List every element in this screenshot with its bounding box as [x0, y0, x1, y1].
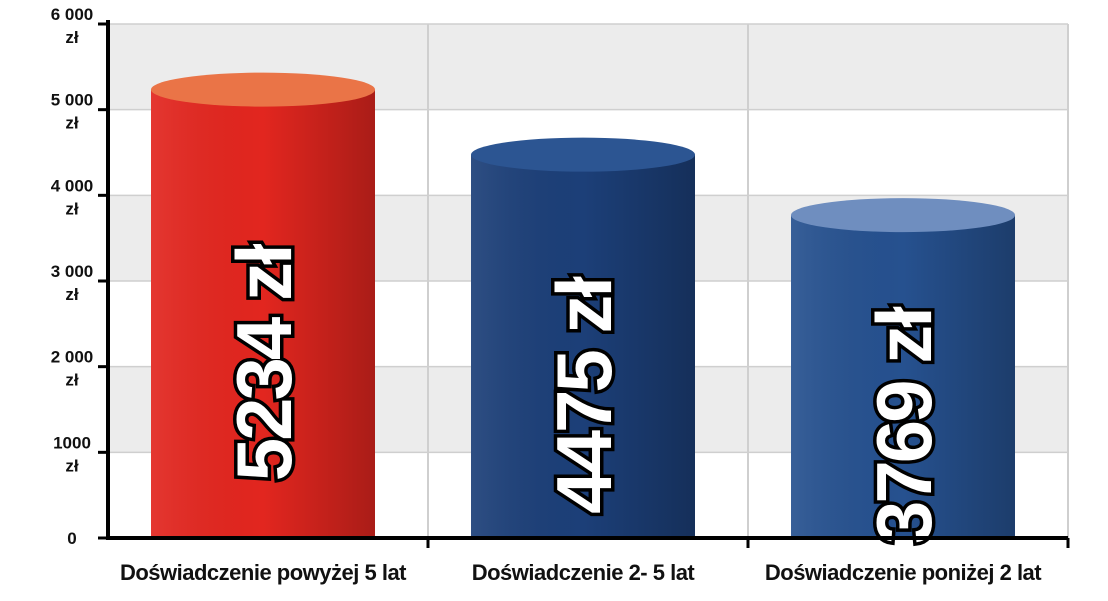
bar-top: [471, 137, 695, 172]
y-tick-label-line: 2 000: [51, 348, 94, 367]
y-tick-label-line: 6 000: [51, 5, 94, 24]
y-tick-label-line: 4 000: [51, 176, 94, 195]
x-tick-label: Doświadczenie poniżej 2 lat: [765, 560, 1042, 585]
y-tick-label: 3 000 zł: [51, 262, 94, 304]
y-tick-label-line: zł: [65, 199, 79, 218]
y-tick-label-line: zł: [65, 285, 79, 304]
y-tick-label-line: 5 000: [51, 91, 94, 110]
value-label: 5234 zł: [220, 243, 308, 481]
y-tick-label: 5 000 zł: [51, 91, 94, 133]
y-tick-label-line: zł: [65, 371, 79, 390]
y-tick-label-line: zł: [65, 28, 79, 47]
bar-group: 4475 zł: [471, 137, 695, 538]
bar-shade: [151, 89, 375, 538]
y-tick-label: 0: [67, 529, 76, 548]
x-tick-label: Doświadczenie 2- 5 lat: [472, 560, 696, 585]
value-label: 3769 zł: [860, 306, 948, 544]
bar-group: 5234 zł: [151, 72, 375, 538]
bar-top: [151, 72, 375, 107]
x-tick-label: Doświadczenie powyżej 5 lat: [120, 560, 407, 585]
bar-shade: [471, 154, 695, 538]
y-tick-label-line: 1000: [53, 433, 91, 452]
y-tick-label-line: zł: [65, 456, 79, 475]
y-tick-label: 1000 zł: [53, 433, 91, 475]
y-tick-label-line: zł: [65, 114, 79, 133]
bar-shade: [791, 215, 1015, 539]
y-tick-label: 6 000 zł: [51, 5, 94, 47]
value-label: 4475 zł: [540, 276, 628, 514]
bar-top: [791, 198, 1015, 233]
y-tick-label: 2 000 zł: [51, 348, 94, 390]
y-tick-label-line: 3 000: [51, 262, 94, 281]
bar-group: 3769 zł: [791, 198, 1015, 547]
y-tick-label: 4 000 zł: [51, 176, 94, 218]
